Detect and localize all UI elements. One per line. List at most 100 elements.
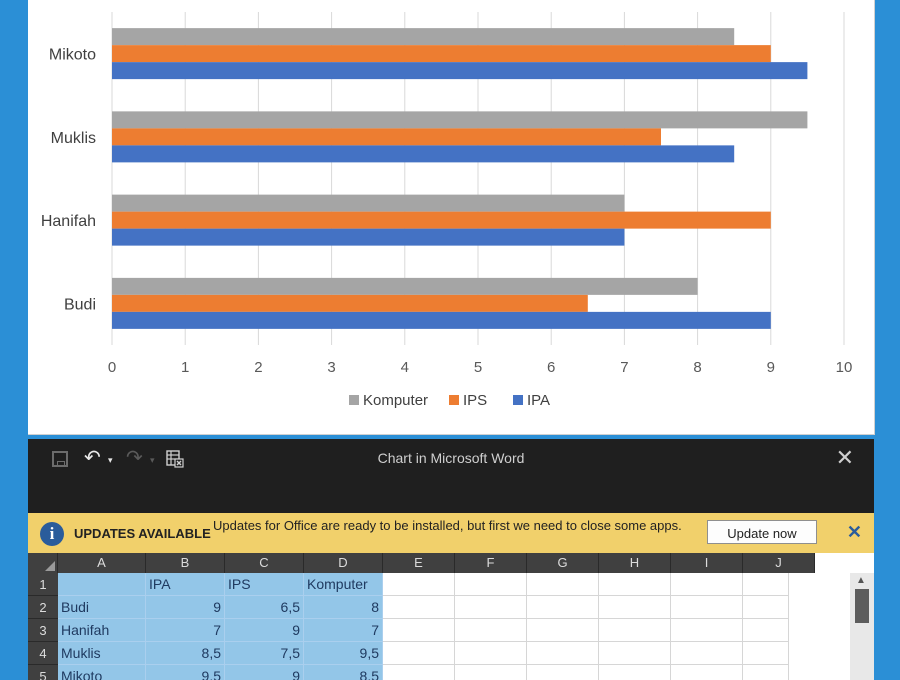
- cell-d5[interactable]: 8,5: [304, 665, 383, 680]
- category-label: Hanifah: [41, 213, 96, 230]
- cell-c5[interactable]: 9: [225, 665, 304, 680]
- legend-label: IPS: [463, 392, 487, 409]
- cell-h5[interactable]: [599, 665, 671, 680]
- cell-d2[interactable]: 8: [304, 596, 383, 619]
- cell-i1[interactable]: [671, 573, 743, 596]
- cell-h2[interactable]: [599, 596, 671, 619]
- row-header[interactable]: 3: [28, 619, 58, 642]
- bar-ips[interactable]: [112, 128, 661, 146]
- cell-b4[interactable]: 8,5: [146, 642, 225, 665]
- legend-label: Komputer: [363, 392, 428, 409]
- undo-icon[interactable]: ↶: [84, 447, 101, 469]
- cell-i2[interactable]: [671, 596, 743, 619]
- column-header-c[interactable]: C: [225, 553, 304, 573]
- cell-b2[interactable]: 9: [146, 596, 225, 619]
- row-header[interactable]: 1: [28, 573, 58, 596]
- cell-j1[interactable]: [743, 573, 789, 596]
- column-header-g[interactable]: G: [527, 553, 599, 573]
- cell-f2[interactable]: [455, 596, 527, 619]
- bar-ips[interactable]: [112, 211, 771, 229]
- cell-b3[interactable]: 7: [146, 619, 225, 642]
- cell-g3[interactable]: [527, 619, 599, 642]
- x-tick-label: 5: [474, 359, 482, 376]
- column-header-i[interactable]: I: [671, 553, 743, 573]
- cell-h1[interactable]: [599, 573, 671, 596]
- cell-d4[interactable]: 9,5: [304, 642, 383, 665]
- cell-b1[interactable]: IPA: [146, 573, 225, 596]
- row-header[interactable]: 2: [28, 596, 58, 619]
- cell-f5[interactable]: [455, 665, 527, 680]
- cell-a5[interactable]: Mikoto: [58, 665, 146, 680]
- bar-ipa[interactable]: [112, 62, 808, 80]
- column-header-d[interactable]: D: [304, 553, 383, 573]
- spreadsheet-grid[interactable]: ▲ A B C D E F G H I J 1 IPA IPS Komputer 2 Budi 9 6,5 8 3 Ha…: [28, 553, 874, 680]
- bar-komputer[interactable]: [112, 194, 625, 212]
- cell-c1[interactable]: IPS: [225, 573, 304, 596]
- column-header-a[interactable]: A: [58, 553, 146, 573]
- cell-i3[interactable]: [671, 619, 743, 642]
- cell-e5[interactable]: [383, 665, 455, 680]
- close-icon[interactable]: ✕: [835, 445, 854, 470]
- bar-ips[interactable]: [112, 294, 588, 312]
- column-header-h[interactable]: H: [599, 553, 671, 573]
- column-header-j[interactable]: J: [743, 553, 815, 573]
- x-tick-label: 10: [836, 359, 853, 376]
- dismiss-icon[interactable]: ✕: [846, 522, 862, 542]
- scroll-thumb[interactable]: [855, 589, 869, 623]
- redo-icon[interactable]: ↷: [126, 447, 143, 469]
- cell-d3[interactable]: 7: [304, 619, 383, 642]
- cell-g1[interactable]: [527, 573, 599, 596]
- cell-i4[interactable]: [671, 642, 743, 665]
- cell-g2[interactable]: [527, 596, 599, 619]
- cell-i5[interactable]: [671, 665, 743, 680]
- select-all-corner[interactable]: [28, 553, 58, 573]
- edit-data-in-excel-icon[interactable]: [166, 450, 184, 468]
- cell-b5[interactable]: 9,5: [146, 665, 225, 680]
- cell-c2[interactable]: 6,5: [225, 596, 304, 619]
- cell-e4[interactable]: [383, 642, 455, 665]
- cell-j3[interactable]: [743, 619, 789, 642]
- bar-chart[interactable]: 0 1 2 3 4 5 6 7 8 9 10 Mikoto Muklis Hanifah Budi Kompu…: [28, 0, 874, 434]
- scroll-up-icon[interactable]: ▲: [856, 575, 866, 586]
- chart-panel[interactable]: 0 1 2 3 4 5 6 7 8 9 10 Mikoto Muklis Hanifah Budi Kompu…: [28, 0, 875, 435]
- cell-h3[interactable]: [599, 619, 671, 642]
- bar-ipa[interactable]: [112, 228, 625, 246]
- column-header-b[interactable]: B: [146, 553, 225, 573]
- cell-a4[interactable]: Muklis: [58, 642, 146, 665]
- cell-j2[interactable]: [743, 596, 789, 619]
- bar-komputer[interactable]: [112, 28, 735, 46]
- bar-komputer[interactable]: [112, 277, 698, 295]
- save-icon[interactable]: [52, 451, 68, 467]
- vertical-scrollbar[interactable]: ▲: [850, 573, 874, 680]
- x-tick-label: 0: [108, 359, 116, 376]
- info-icon: i: [40, 522, 64, 546]
- column-header-f[interactable]: F: [455, 553, 527, 573]
- bar-komputer[interactable]: [112, 111, 808, 129]
- bar-ipa[interactable]: [112, 311, 771, 329]
- cell-j4[interactable]: [743, 642, 789, 665]
- undo-dropdown-icon[interactable]: ▾: [108, 455, 113, 465]
- cell-a2[interactable]: Budi: [58, 596, 146, 619]
- cell-e1[interactable]: [383, 573, 455, 596]
- bar-ips[interactable]: [112, 45, 771, 63]
- cell-f4[interactable]: [455, 642, 527, 665]
- cell-h4[interactable]: [599, 642, 671, 665]
- cell-e2[interactable]: [383, 596, 455, 619]
- cell-f1[interactable]: [455, 573, 527, 596]
- cell-d1[interactable]: Komputer: [304, 573, 383, 596]
- row-header[interactable]: 5: [28, 665, 58, 680]
- row-header[interactable]: 4: [28, 642, 58, 665]
- cell-g5[interactable]: [527, 665, 599, 680]
- cell-f3[interactable]: [455, 619, 527, 642]
- redo-dropdown-icon[interactable]: ▾: [150, 455, 155, 465]
- cell-e3[interactable]: [383, 619, 455, 642]
- cell-j5[interactable]: [743, 665, 789, 680]
- cell-g4[interactable]: [527, 642, 599, 665]
- update-now-button[interactable]: Update now: [707, 520, 817, 544]
- cell-c4[interactable]: 7,5: [225, 642, 304, 665]
- cell-c3[interactable]: 9: [225, 619, 304, 642]
- column-header-e[interactable]: E: [383, 553, 455, 573]
- cell-a3[interactable]: Hanifah: [58, 619, 146, 642]
- cell-a1[interactable]: [58, 573, 146, 596]
- bar-ipa[interactable]: [112, 145, 735, 163]
